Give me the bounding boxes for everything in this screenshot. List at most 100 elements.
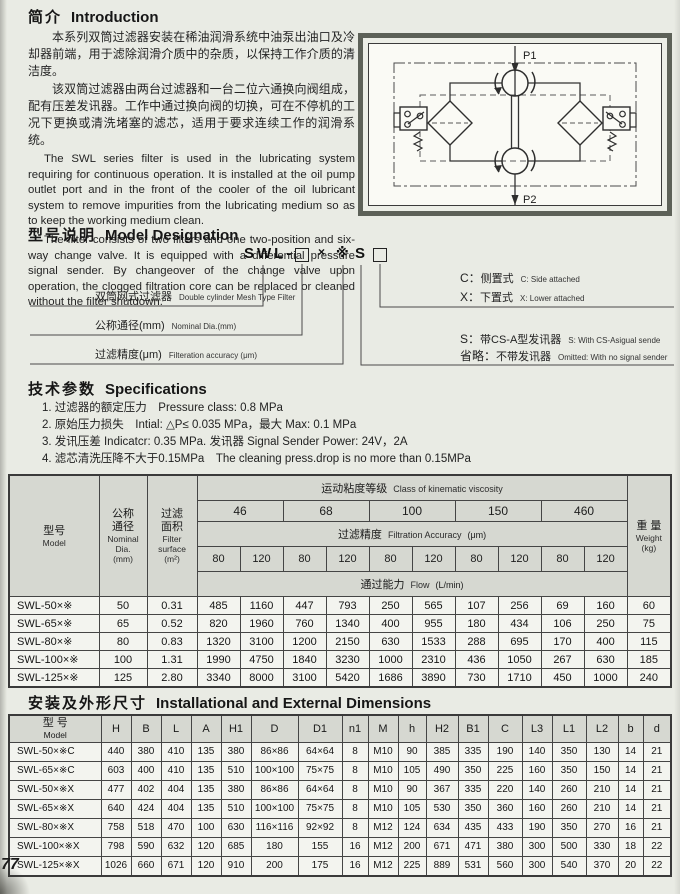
t2-dim-header: d <box>642 714 672 743</box>
t2-dim-cell: 758 <box>100 817 132 838</box>
t1-flow-cell: 250 <box>583 614 628 633</box>
t2-dim-cell: 634 <box>425 817 459 838</box>
t2-dim-cell: 300 <box>521 836 553 857</box>
t1-nominal-cell: 100 <box>98 650 148 669</box>
t2-dim-cell: 16 <box>617 817 644 838</box>
t1-weight-cell: 185 <box>626 650 672 669</box>
t1-surface-cell: 0.31 <box>146 596 198 615</box>
t1-weight-cell: 240 <box>626 668 672 688</box>
t1-accuracy-col: 120 <box>497 546 542 572</box>
designation-label-accuracy: 过滤精度(μm) Filteration accuracy (μm) <box>95 349 258 361</box>
t1-surface-cell: 0.52 <box>146 614 198 633</box>
t1-header-surface: 过滤 面积 Filter surface (m²) <box>146 474 198 597</box>
t2-dim-cell: 380 <box>220 741 252 762</box>
t2-dim-cell: 530 <box>425 798 459 819</box>
t2-dim-cell: 385 <box>425 741 459 762</box>
t2-model-header: 型 号 Model <box>8 714 102 743</box>
t1-row: SWL-125×※ 125 2.80 3340 8000 3100 5420 1686 3890… <box>8 668 672 688</box>
port-label-p1: P1 <box>523 50 536 62</box>
t2-dim-cell: 22 <box>642 855 672 876</box>
pressure-switch-left-icon <box>399 106 428 131</box>
t1-header-nominal: 公称 通径 Nominal Dia. (mm) <box>98 474 148 597</box>
t2-dim-header: D1 <box>297 714 343 743</box>
t2-dim-cell: 380 <box>130 741 162 762</box>
designation-label-filter-type: 双筒网式过滤器 Double cylinder Mesh Type Filter <box>95 291 296 303</box>
t2-dim-cell: 105 <box>397 798 427 819</box>
t2-row: SWL-80×※X 758 518 470 100 630 116×116 92×92 8 M12… <box>8 817 672 838</box>
t2-dim-cell: 350 <box>551 760 587 781</box>
t2-dim-cell: 180 <box>250 836 299 857</box>
t1-flow-cell: 1000 <box>368 650 413 669</box>
t2-dim-cell: 200 <box>250 855 299 876</box>
t2-dim-header: B1 <box>457 714 489 743</box>
specs-heading-zh: 技术参数 <box>28 381 97 398</box>
t2-dim-cell: 90 <box>397 779 427 800</box>
t2-dim-header: D <box>250 714 299 743</box>
t2-dim-cell: 270 <box>585 817 619 838</box>
change-valve-bottom-icon <box>501 147 529 175</box>
t1-nominal-cell: 65 <box>98 614 148 633</box>
t1-flow-cell: 760 <box>282 614 327 633</box>
t1-flow-cell: 630 <box>368 632 413 651</box>
pressure-switch-right-icon <box>602 106 631 131</box>
t1-viscosity-class: 150 <box>454 500 542 522</box>
t1-flow-cell: 106 <box>540 614 585 633</box>
t1-viscosity-class: 460 <box>540 500 628 522</box>
t2-dim-cell: 433 <box>487 817 523 838</box>
t2-dim-cell: M10 <box>367 798 399 819</box>
t2-dim-cell: 367 <box>425 779 459 800</box>
t2-dim-cell: 500 <box>551 836 587 857</box>
t2-dim-cell: 220 <box>487 779 523 800</box>
t2-dim-cell: 100×100 <box>250 760 299 781</box>
t2-dim-cell: 120 <box>190 855 222 876</box>
t1-header-accuracy: 过滤精度 Filtration Accuracy (μm) <box>196 521 628 547</box>
page-number: 77 <box>1 856 19 873</box>
t1-flow-cell: 267 <box>540 650 585 669</box>
t1-header-weight: 重 量 Weight (kg) <box>626 474 672 597</box>
t1-accuracy-col: 80 <box>368 546 413 572</box>
t2-dim-header: L1 <box>551 714 587 743</box>
model-code-box1 <box>295 248 309 262</box>
designation-heading: 型号说明 Model Designation <box>28 224 238 245</box>
designation-label-no-sender: 省略：不带发讯器 Omitted: With no signal sender <box>460 349 668 363</box>
t2-dim-header: M <box>367 714 399 743</box>
t1-flow-cell: 1533 <box>411 632 456 651</box>
t2-dim-cell: 424 <box>130 798 162 819</box>
t2-dim-cell: 16 <box>341 836 369 857</box>
t1-viscosity-class: 68 <box>282 500 370 522</box>
t1-flow-cell: 1160 <box>239 596 284 615</box>
spec-item-2: 2. 原始压力损失 Intial: △P≤ 0.035 MPa，最大 Max: … <box>42 419 357 431</box>
model-code-s: S <box>355 245 366 262</box>
t2-dim-cell: 210 <box>585 779 619 800</box>
t1-flow-cell: 4750 <box>239 650 284 669</box>
t1-flow-cell: 107 <box>454 596 499 615</box>
t1-accuracy-col: 80 <box>196 546 241 572</box>
t1-flow-cell: 1000 <box>583 668 628 688</box>
t2-row: SWL-125×※X 1026 660 671 120 910 200 175 16 M12 225… <box>8 855 672 876</box>
t2-dim-cell: 120 <box>190 836 222 857</box>
t1-flow-cell: 8000 <box>239 668 284 688</box>
t1-flow-cell: 3100 <box>282 668 327 688</box>
designation-label-with-sender: S：带CS-A型发讯器 S: With CS-Asigual sende <box>460 332 661 346</box>
t2-dim-cell: 160 <box>521 760 553 781</box>
spec-item-4: 4. 滤芯清洗压降不大于0.15MPa The cleaning press.d… <box>42 453 471 465</box>
t1-accuracy-col: 120 <box>239 546 284 572</box>
t2-dim-cell: 8 <box>341 798 369 819</box>
t2-row: SWL-50×※X 477 402 404 135 380 86×86 64×64 8 M10 90… <box>8 779 672 800</box>
t2-dim-cell: 225 <box>397 855 427 876</box>
port-label-p2: P2 <box>523 194 536 206</box>
t2-dim-cell: 124 <box>397 817 427 838</box>
t1-flow-cell: 180 <box>454 614 499 633</box>
t1-row: SWL-80×※ 80 0.83 1320 3100 1200 2150 630 1533 288… <box>8 632 672 651</box>
t1-model-cell: SWL-80×※ <box>8 632 100 651</box>
t2-dim-cell: 150 <box>585 760 619 781</box>
t2-dim-cell: 590 <box>130 836 162 857</box>
t1-model-cell: SWL-100×※ <box>8 650 100 669</box>
install-heading-zh: 安装及外形尺寸 <box>28 695 148 712</box>
t1-flow-cell: 3340 <box>196 668 241 688</box>
t1-row: SWL-50×※ 50 0.31 485 1160 447 793 250 565 107 256 6… <box>8 596 672 615</box>
t2-dim-cell: 540 <box>551 855 587 876</box>
t2-dim-cell: M10 <box>367 779 399 800</box>
t2-dim-cell: 400 <box>130 760 162 781</box>
t2-dim-cell: 518 <box>130 817 162 838</box>
